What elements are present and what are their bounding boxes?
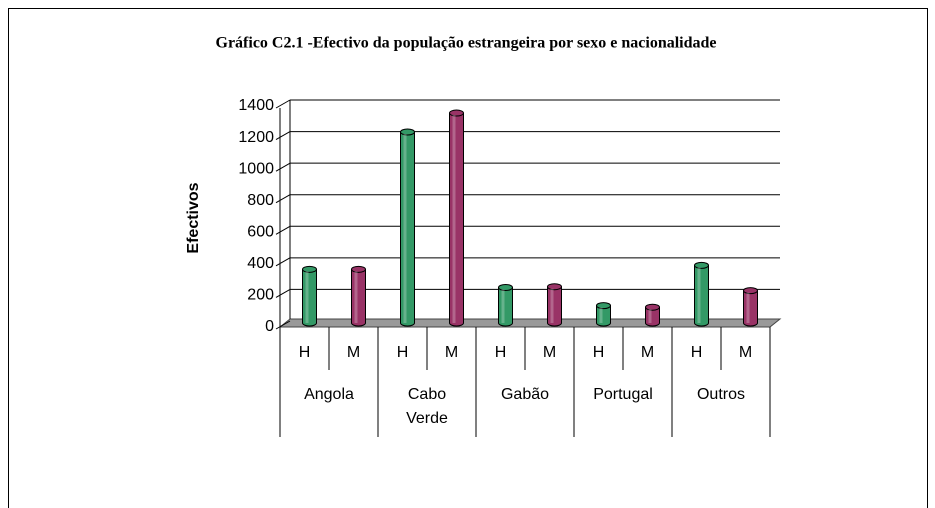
group-label: Outros [696,386,745,403]
y-tick [275,225,291,235]
y-tick [275,257,291,267]
bar [498,283,513,327]
y-tick-label: 200 [247,287,274,304]
y-tick [275,162,291,172]
group-label: Cabo Verde [406,386,448,427]
x-tick-label: H [495,344,507,361]
x-tick-label: H [397,344,409,361]
x-tick-label: M [641,344,654,361]
y-tick-label: 600 [247,224,274,241]
bar [400,128,415,327]
bar [694,261,709,327]
bar [743,287,758,327]
y-tick-label: 800 [247,192,274,209]
chart-title: Gráfico C2.1 -Efectivo da população estr… [216,35,717,52]
x-tick-label: M [445,344,458,361]
y-tick [275,194,291,204]
y-tick-label: 1200 [238,129,274,146]
x-tick-label: M [347,344,360,361]
bar [547,283,562,327]
y-tick-label: 1000 [238,160,274,177]
x-tick-label: H [691,344,703,361]
frame [8,8,928,508]
bar [302,265,317,327]
group-label: Gabão [500,386,550,403]
group-label: Portugal [593,386,653,403]
x-tick-label: M [739,344,752,361]
y-tick-label: 400 [247,255,274,272]
y-axis-label: Efectivos [185,182,202,253]
y-tick [275,288,291,298]
bar [351,265,366,327]
x-tick-label: H [593,344,605,361]
y-tick-label: 0 [265,318,274,335]
bar [596,302,611,327]
x-tick-label: M [543,344,556,361]
y-tick-label: 1400 [238,97,274,114]
x-tick-label: H [299,344,311,361]
y-tick [275,131,291,141]
bar [645,303,660,327]
bar [449,109,464,327]
group-label: Angola [304,386,354,403]
y-tick [275,320,291,330]
y-tick [275,99,291,109]
